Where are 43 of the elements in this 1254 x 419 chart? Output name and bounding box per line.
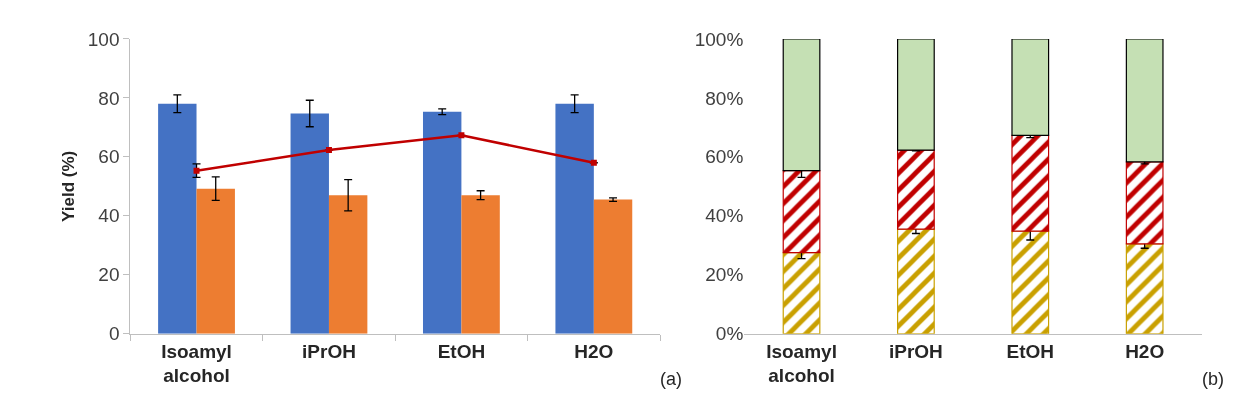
x-tick-label: Isoamyl alcohol [161,340,232,387]
bar [1011,134,1050,232]
y-tick-label: 80% [705,87,744,109]
y-tick-label: 100% [694,28,744,50]
y-tick-label: 40 [98,205,120,227]
bar [555,103,594,334]
bar [897,149,935,230]
y-tick-label: 0 [108,323,120,345]
bar [1011,230,1050,334]
text: (a) [660,369,682,389]
y-tick-label: 60 [98,146,120,168]
bar [461,195,500,334]
x-tick-label: H2O [574,340,614,362]
bar [1125,243,1164,334]
x-tick-label: EtOH [437,340,486,362]
bar [782,252,821,334]
bar [897,228,935,334]
bar [1125,38,1164,163]
text: (b) [1202,369,1224,389]
bar [1011,38,1050,136]
y-tick-label: 0% [715,323,744,345]
bar [593,199,633,334]
y-tick-label: 40% [705,205,744,227]
y-tick-label: 60% [705,146,744,168]
y-tick-label: 80 [98,87,120,109]
y-tick-label: 100 [87,28,120,50]
x-tick-label: Isoamyl alcohol [766,340,837,387]
point [193,167,200,174]
y-tick-label: 20 [98,264,120,286]
y-axis-title: Yield (%) [59,150,79,222]
bar [782,170,821,254]
x-tick-label: EtOH [1006,340,1055,362]
x-tick-label: iPrOH [302,340,356,362]
x-tick-label: H2O [1125,340,1165,362]
y-tick-label: 20% [705,264,744,286]
bar [422,111,462,334]
bar [328,195,368,334]
bar [897,38,935,151]
bar [158,103,197,334]
bar [196,188,235,334]
x-tick-label: iPrOH [888,340,943,362]
bar [290,113,329,334]
bar [1125,161,1164,245]
